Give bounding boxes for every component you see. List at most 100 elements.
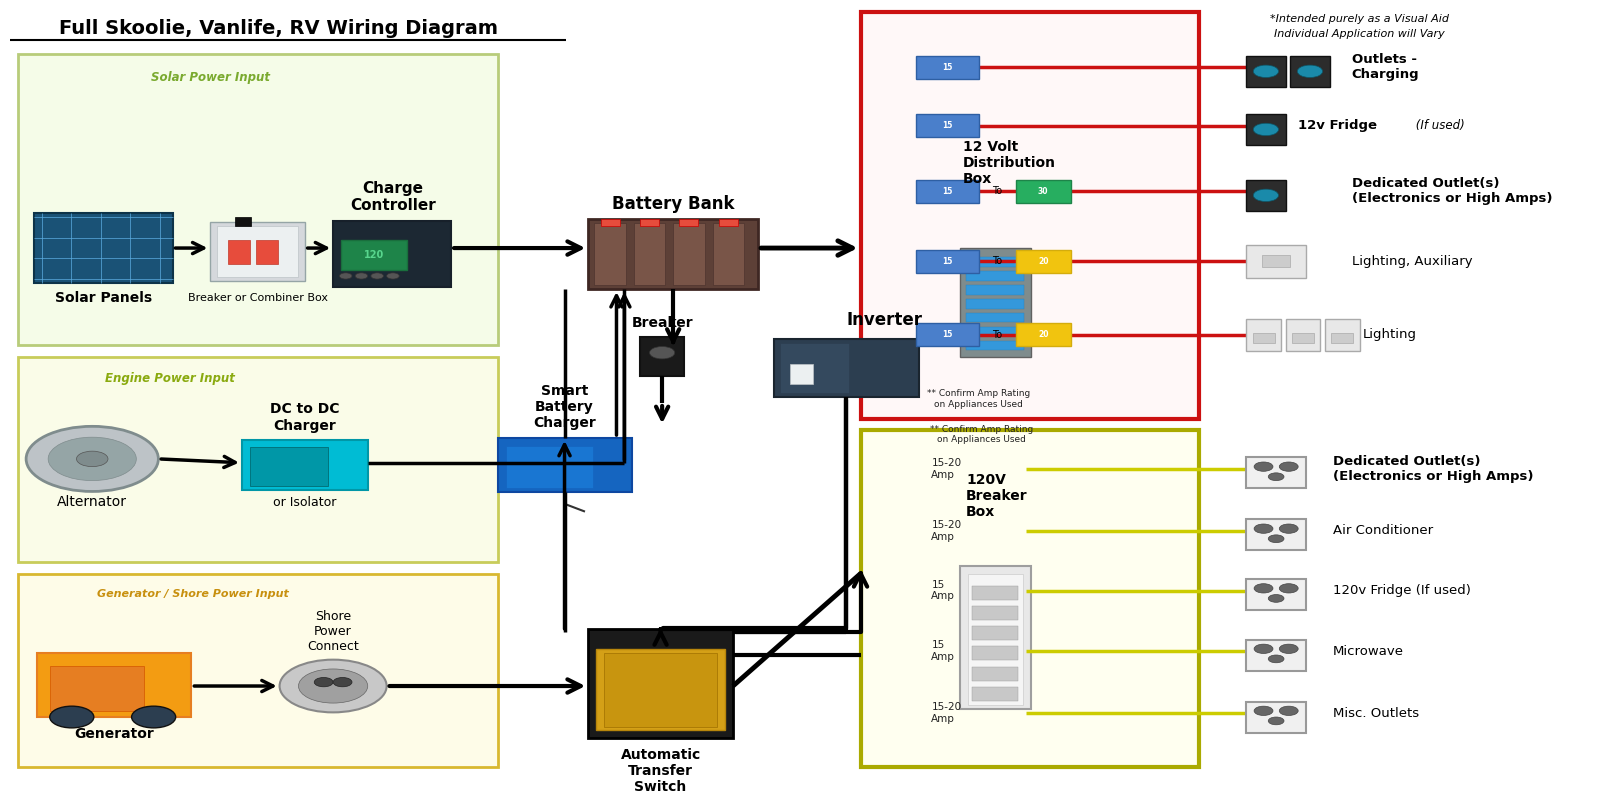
Circle shape [355,273,368,279]
Bar [718,219,738,226]
Text: 15: 15 [942,257,952,266]
Text: (If used): (If used) [1411,119,1464,132]
Bar [712,223,744,286]
Text: 15: 15 [942,121,952,130]
Bar [1253,333,1275,343]
Circle shape [650,346,675,359]
Bar [256,240,278,263]
Text: Outlets -
Charging: Outlets - Charging [1352,54,1419,82]
Bar [506,446,594,488]
Text: 15-20
Amp: 15-20 Amp [931,520,962,542]
Bar [968,574,1022,706]
Text: Microwave: Microwave [1333,645,1403,658]
Circle shape [1280,644,1298,654]
Bar [242,439,368,490]
Bar [966,271,1024,281]
Bar [1246,458,1306,488]
Bar [973,666,1018,681]
Circle shape [314,678,333,686]
Bar [1325,318,1360,351]
Text: Inverter: Inverter [846,311,922,330]
Circle shape [1298,65,1323,78]
Text: 20: 20 [1038,257,1048,266]
Bar [634,223,666,286]
Circle shape [50,706,94,728]
Bar [1246,702,1306,733]
Circle shape [1254,584,1274,593]
Bar [34,213,173,283]
Bar [781,342,850,393]
Bar [1285,318,1320,351]
Bar [250,447,328,486]
Bar [1290,56,1330,87]
Text: Dedicated Outlet(s)
(Electronics or High Amps): Dedicated Outlet(s) (Electronics or High… [1352,178,1552,206]
Circle shape [387,273,400,279]
Circle shape [1254,524,1274,534]
Bar [1016,180,1072,203]
Text: 15
Amp: 15 Amp [931,580,955,602]
FancyBboxPatch shape [18,54,499,345]
Bar [235,217,251,226]
Text: 120V
Breaker
Box: 120V Breaker Box [966,473,1027,519]
Text: *Intended purely as a Visual Aid: *Intended purely as a Visual Aid [1270,14,1450,24]
Bar [603,654,717,727]
Text: To: To [992,256,1003,266]
Text: Engine Power Input: Engine Power Input [106,372,235,385]
Bar [1246,519,1306,550]
Bar [341,240,406,270]
Text: Full Skoolie, Vanlife, RV Wiring Diagram: Full Skoolie, Vanlife, RV Wiring Diagram [59,19,498,38]
Bar [210,222,304,281]
Bar [640,219,659,226]
Bar [1331,333,1354,343]
Bar [973,626,1018,640]
Bar [1291,333,1314,343]
Bar [333,221,451,287]
Circle shape [77,451,107,466]
Text: Dedicated Outlet(s)
(Electronics or High Amps): Dedicated Outlet(s) (Electronics or High… [1333,455,1533,483]
Circle shape [131,706,176,728]
Text: To: To [992,330,1003,340]
FancyBboxPatch shape [861,430,1198,767]
Text: 12v Fridge: 12v Fridge [1298,119,1378,132]
Text: Smart
Battery
Charger: Smart Battery Charger [533,384,595,430]
Circle shape [26,426,158,491]
Circle shape [1253,65,1278,78]
Text: or Isolator: or Isolator [274,496,336,509]
Text: Charge
Controller: Charge Controller [350,181,435,213]
Circle shape [1254,644,1274,654]
Text: Generator: Generator [75,727,154,741]
Text: Generator / Shore Power Input: Generator / Shore Power Input [98,589,290,599]
Text: 120: 120 [363,250,384,260]
Circle shape [48,437,136,481]
Circle shape [1269,655,1283,662]
Bar [973,586,1018,600]
Circle shape [1269,535,1283,542]
FancyBboxPatch shape [18,574,499,767]
Bar [960,566,1030,710]
Bar [966,286,1024,294]
Bar [973,606,1018,620]
Text: Breaker: Breaker [632,316,693,330]
Text: ** Confirm Amp Rating
on Appliances Used: ** Confirm Amp Rating on Appliances Used [930,425,1034,444]
Bar [227,240,250,263]
Bar [216,226,299,277]
Bar [597,649,725,730]
Bar [499,438,632,492]
Bar [966,327,1024,337]
Text: Battery Bank: Battery Bank [611,195,734,213]
Bar [973,646,1018,661]
Bar [915,250,979,273]
Text: To: To [992,186,1003,197]
Circle shape [1280,706,1298,715]
Text: Solar Panels: Solar Panels [54,290,152,305]
Bar [1246,180,1285,211]
Bar [915,180,979,203]
Bar [966,341,1024,350]
Bar [966,299,1024,309]
Text: Shore
Power
Connect: Shore Power Connect [307,610,358,653]
Bar [50,666,144,711]
Text: Lighting, Auxiliary: Lighting, Auxiliary [1352,254,1472,268]
Bar [973,686,1018,701]
Circle shape [1269,473,1283,481]
Bar [915,56,979,79]
